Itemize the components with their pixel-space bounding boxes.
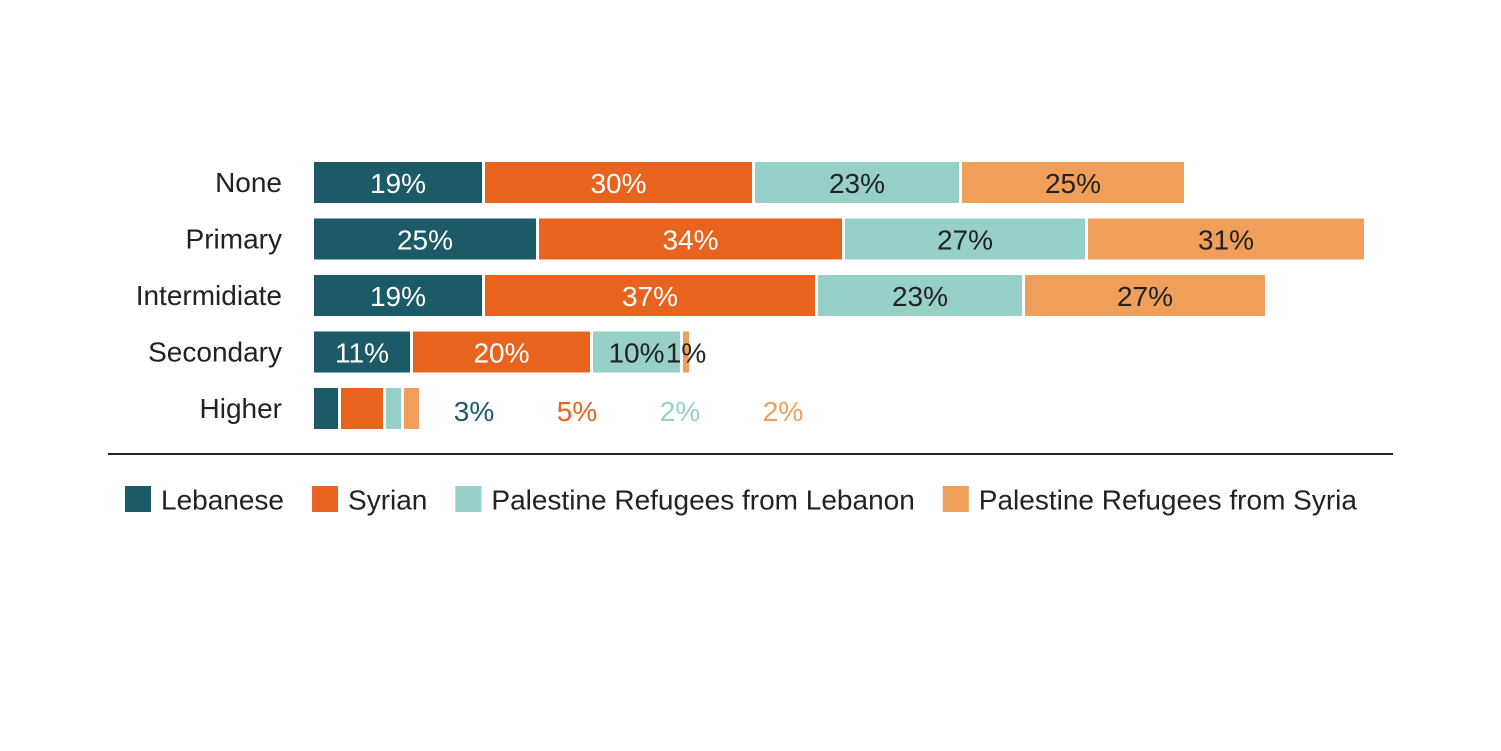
data-label-syrian-primary: 34% <box>662 225 718 256</box>
data-label-lebanese-higher: 3% <box>454 396 494 427</box>
category-label-intermidiate: Intermidiate <box>136 280 282 311</box>
legend-item-syrian: Syrian <box>312 485 427 516</box>
bar-lebanese-secondary <box>314 331 410 373</box>
bar-palestine-refugees-from-syria-primary <box>1088 218 1364 260</box>
data-label-palestine-refugees-from-lebanon-intermidiate: 23% <box>892 281 948 312</box>
data-label-lebanese-secondary: 11% <box>335 338 389 369</box>
bar-palestine-refugees-from-lebanon-secondary <box>593 331 680 373</box>
data-label-palestine-refugees-from-lebanon-higher: 2% <box>660 396 700 427</box>
bars-layer: 19% 30% 23% 25% 25% 34% 27% 31% 19% 37% 23% 27% 11% 2… <box>314 162 1364 429</box>
legend: Lebanese Syrian Palestine Refugees from Le… <box>125 485 1357 516</box>
data-label-palestine-refugees-from-syria-secondary: 1% <box>666 338 706 369</box>
bar-syrian-primary <box>539 218 842 260</box>
legend-label-lebanese: Lebanese <box>161 485 284 516</box>
data-label-lebanese-intermidiate: 19% <box>370 281 426 312</box>
category-label-none: None <box>215 167 282 198</box>
legend-label-palestine-refugees-from-syria: Palestine Refugees from Syria <box>979 485 1358 516</box>
legend-swatch-palestine-refugees-from-syria <box>942 486 969 512</box>
data-label-syrian-none: 30% <box>590 168 646 199</box>
legend-label-syrian: Syrian <box>348 485 427 516</box>
bar-palestine-refugees-from-syria-higher <box>404 388 419 429</box>
bar-palestine-refugees-from-syria-intermidiate <box>1025 275 1265 316</box>
bar-palestine-refugees-from-lebanon-higher <box>386 388 401 429</box>
legend-item-palestine-refugees-from-lebanon: Palestine Refugees from Lebanon <box>455 485 915 516</box>
legend-label-palestine-refugees-from-lebanon: Palestine Refugees from Lebanon <box>491 485 914 516</box>
bar-syrian-none <box>485 162 752 203</box>
data-label-syrian-higher: 5% <box>557 396 597 427</box>
data-label-palestine-refugees-from-syria-none: 25% <box>1045 168 1101 199</box>
category-label-primary: Primary <box>186 224 282 255</box>
bar-syrian-higher <box>341 388 383 429</box>
bar-palestine-refugees-from-lebanon-primary <box>845 218 1085 260</box>
data-label-syrian-secondary: 20% <box>473 338 529 369</box>
category-label-secondary: Secondary <box>148 337 282 368</box>
category-label-higher: Higher <box>200 393 282 424</box>
data-label-syrian-intermidiate: 37% <box>622 281 678 312</box>
legend-swatch-palestine-refugees-from-lebanon <box>455 486 482 512</box>
data-label-palestine-refugees-from-lebanon-secondary: 10% <box>608 338 664 369</box>
bar-syrian-intermidiate <box>485 275 815 316</box>
bar-syrian-secondary <box>413 331 590 373</box>
bar-lebanese-primary <box>314 218 536 260</box>
legend-item-palestine-refugees-from-syria: Palestine Refugees from Syria <box>942 485 1358 516</box>
bar-lebanese-none <box>314 162 482 203</box>
bar-lebanese-intermidiate <box>314 275 482 316</box>
data-label-palestine-refugees-from-lebanon-primary: 27% <box>937 225 993 256</box>
data-label-lebanese-none: 19% <box>370 168 426 199</box>
data-label-palestine-refugees-from-syria-primary: 31% <box>1198 225 1254 256</box>
data-label-palestine-refugees-from-lebanon-none: 23% <box>829 168 885 199</box>
data-label-lebanese-primary: 25% <box>397 225 453 256</box>
legend-swatch-syrian <box>312 486 339 512</box>
legend-item-lebanese: Lebanese <box>125 485 284 516</box>
category-labels: None Primary Intermidiate Secondary Higher <box>136 167 282 424</box>
bar-palestine-refugees-from-lebanon-none <box>755 162 959 203</box>
data-label-palestine-refugees-from-syria-intermidiate: 27% <box>1117 281 1173 312</box>
bar-palestine-refugees-from-syria-none <box>962 162 1184 203</box>
bar-palestine-refugees-from-syria-secondary <box>683 331 689 373</box>
bar-palestine-refugees-from-lebanon-intermidiate <box>818 275 1022 316</box>
data-label-palestine-refugees-from-syria-higher: 2% <box>763 396 803 427</box>
bar-lebanese-higher <box>314 388 338 429</box>
legend-swatch-lebanese <box>125 486 151 512</box>
